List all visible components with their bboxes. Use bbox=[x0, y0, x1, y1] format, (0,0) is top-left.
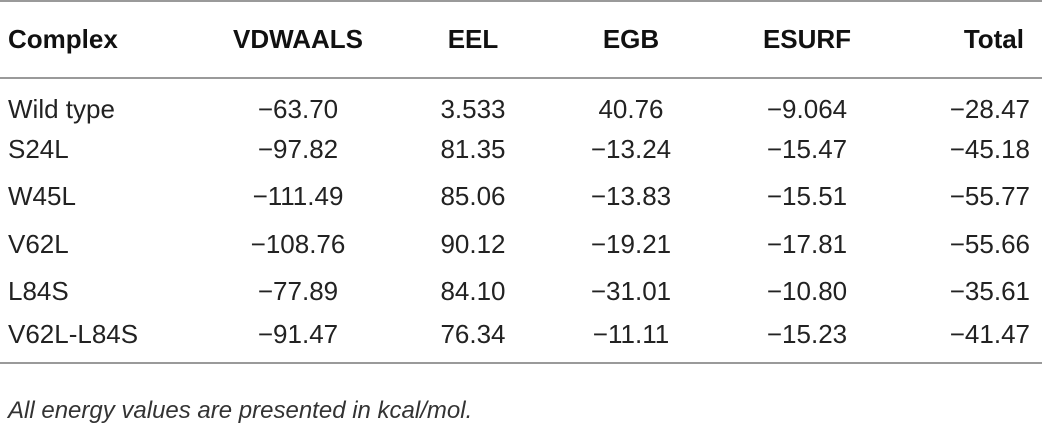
cell-eel: 3.533 bbox=[440, 93, 506, 124]
cell-egb: −19.21 bbox=[590, 228, 672, 259]
cell-vdwaals: −77.89 bbox=[257, 276, 339, 307]
table-header-row: Complex VDWAALS EEL EGB ESURF Total bbox=[0, 0, 1042, 79]
energy-table: Complex VDWAALS EEL EGB ESURF Total Wild… bbox=[0, 0, 1042, 363]
table-row: V62L −108.76 90.12 −19.21 −17.81 −55.66 bbox=[0, 221, 1042, 269]
cell-egb: −13.24 bbox=[590, 133, 672, 164]
cell-esurf: −17.81 bbox=[766, 228, 848, 259]
cell-vdwaals: −111.49 bbox=[252, 181, 344, 212]
header-vdwaals: VDWAALS bbox=[198, 0, 398, 79]
header-total: Total bbox=[900, 0, 1042, 79]
cell-total: −45.18 bbox=[949, 133, 1030, 164]
table-row: V62L-L84S −91.47 76.34 −11.11 −15.23 −41… bbox=[0, 316, 1042, 363]
cell-complex: W45L bbox=[8, 181, 76, 212]
table-row: W45L −111.49 85.06 −13.83 −15.51 −55.77 bbox=[0, 173, 1042, 221]
cell-complex: V62L bbox=[8, 228, 69, 259]
table-row: Wild type −63.70 3.533 40.76 −9.064 −28.… bbox=[0, 78, 1042, 126]
cell-eel: 81.35 bbox=[440, 133, 506, 164]
cell-vdwaals: −108.76 bbox=[250, 228, 346, 259]
cell-eel: 90.12 bbox=[440, 228, 506, 259]
cell-egb: −11.11 bbox=[592, 319, 670, 350]
cell-total: −41.47 bbox=[949, 319, 1030, 350]
cell-egb: −31.01 bbox=[590, 276, 672, 307]
energy-table-container: Complex VDWAALS EEL EGB ESURF Total Wild… bbox=[0, 0, 1042, 363]
cell-total: −55.77 bbox=[949, 181, 1030, 212]
table-row: S24L −97.82 81.35 −13.24 −15.47 −45.18 bbox=[0, 126, 1042, 174]
cell-vdwaals: −63.70 bbox=[257, 93, 339, 124]
header-egb: EGB bbox=[548, 0, 714, 79]
header-eel: EEL bbox=[398, 0, 548, 79]
table-footnote: All energy values are presented in kcal/… bbox=[8, 397, 473, 424]
cell-complex: S24L bbox=[8, 133, 69, 164]
header-esurf: ESURF bbox=[714, 0, 900, 79]
cell-esurf: −15.51 bbox=[766, 181, 848, 212]
cell-egb: −13.83 bbox=[590, 181, 672, 212]
header-complex: Complex bbox=[0, 0, 198, 79]
cell-complex: L84S bbox=[8, 276, 69, 307]
cell-esurf: −10.80 bbox=[766, 276, 848, 307]
cell-egb: 40.76 bbox=[598, 93, 664, 124]
cell-eel: 76.34 bbox=[440, 319, 506, 350]
cell-complex: Wild type bbox=[8, 93, 115, 124]
cell-esurf: −15.47 bbox=[766, 133, 848, 164]
table-row: L84S −77.89 84.10 −31.01 −10.80 −35.61 bbox=[0, 268, 1042, 316]
cell-vdwaals: −97.82 bbox=[257, 133, 339, 164]
cell-esurf: −9.064 bbox=[766, 93, 848, 124]
cell-total: −35.61 bbox=[949, 276, 1030, 307]
cell-total: −28.47 bbox=[949, 93, 1030, 124]
cell-eel: 84.10 bbox=[440, 276, 506, 307]
cell-esurf: −15.23 bbox=[766, 319, 848, 350]
cell-vdwaals: −91.47 bbox=[257, 319, 339, 350]
cell-total: −55.66 bbox=[949, 228, 1030, 259]
cell-eel: 85.06 bbox=[440, 181, 506, 212]
cell-complex: V62L-L84S bbox=[8, 319, 139, 350]
